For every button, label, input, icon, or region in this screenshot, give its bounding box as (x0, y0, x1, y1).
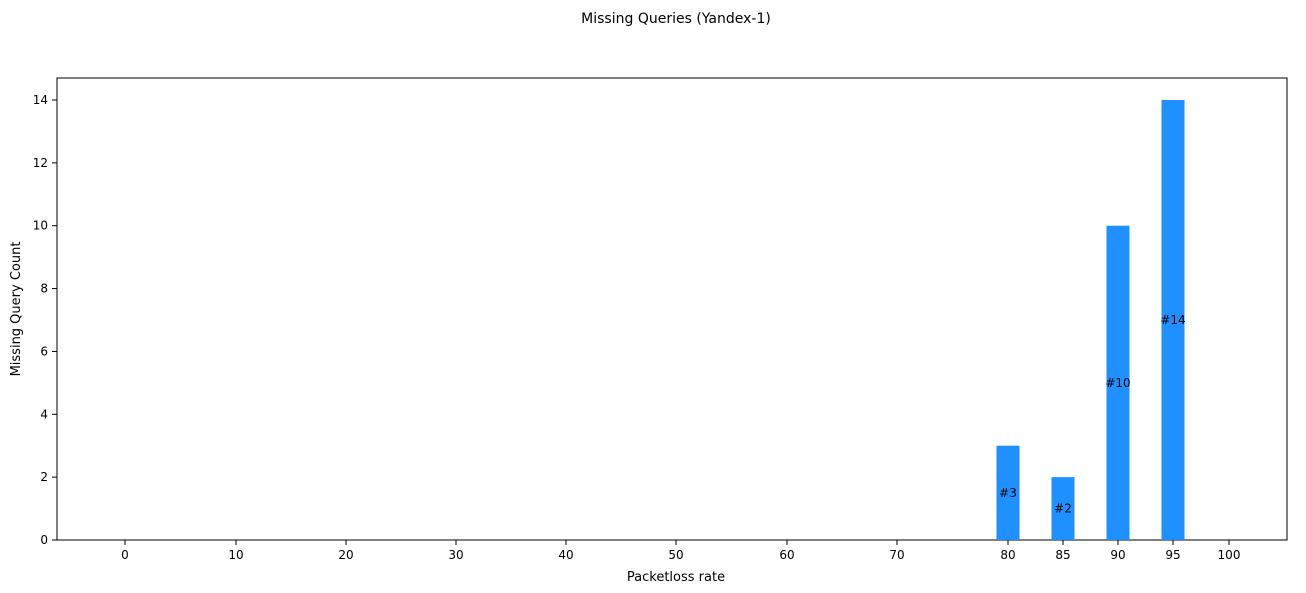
plot-area: #3 #2 #10 #14 0 10 20 30 40 50 60 70 80 85 90 95 100 0 2… (33, 77, 1288, 562)
x-tick-label: 90 (1110, 548, 1125, 562)
x-tick-label: 20 (338, 548, 353, 562)
chart-title: Missing Queries (Yandex-1) (581, 11, 771, 27)
x-tick-label: 95 (1165, 548, 1180, 562)
bar-label-95: #14 (1160, 313, 1185, 327)
x-tick-label: 30 (448, 548, 463, 562)
x-tick-label: 80 (1000, 548, 1015, 562)
bars-layer (996, 100, 1185, 540)
y-tick-label: 12 (33, 156, 48, 170)
bar-labels-layer: #3 #2 #10 #14 (999, 313, 1186, 516)
y-tick-label: 10 (33, 219, 48, 233)
plot-frame (56, 77, 1288, 541)
y-axis-label: Missing Query Count (9, 242, 24, 377)
x-tick-label: 40 (558, 548, 573, 562)
y-axis: 0 2 4 6 8 10 12 14 (33, 93, 57, 547)
x-tick-label: 0 (121, 548, 129, 562)
bar-95 (1161, 100, 1185, 540)
y-tick-label: 14 (33, 93, 48, 107)
x-tick-label: 10 (228, 548, 243, 562)
x-tick-label: 60 (779, 548, 794, 562)
y-tick-label: 6 (40, 344, 48, 358)
x-tick-label: 70 (889, 548, 904, 562)
x-tick-label: 100 (1218, 548, 1241, 562)
bar-80 (996, 445, 1020, 540)
y-tick-label: 2 (40, 470, 48, 484)
bar-85 (1051, 477, 1075, 540)
y-tick-label: 4 (40, 407, 48, 421)
x-tick-label: 50 (668, 548, 683, 562)
x-tick-label: 85 (1055, 548, 1070, 562)
x-axis: 0 10 20 30 40 50 60 70 80 85 90 95 100 (121, 540, 1240, 562)
bar-label-80: #3 (999, 486, 1017, 500)
x-axis-label: Packetloss rate (627, 570, 725, 585)
y-tick-label: 8 (40, 282, 48, 296)
bar-label-90: #10 (1105, 376, 1130, 390)
y-tick-label: 0 (40, 533, 48, 547)
bar-90 (1106, 225, 1130, 540)
bar-label-85: #2 (1054, 502, 1072, 516)
